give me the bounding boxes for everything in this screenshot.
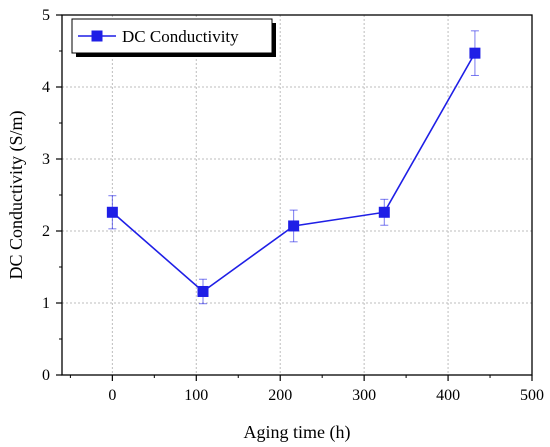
y-tick-label: 4 [42,79,50,96]
data-point [197,285,209,297]
y-tick-label: 3 [42,151,50,168]
series-group [106,30,481,305]
legend-marker [91,30,103,42]
x-tick-label: 200 [268,387,292,404]
x-tick-label: 100 [184,387,208,404]
grid [62,15,532,375]
ticks: 0 100 200 300 400 500 0 1 2 3 4 5 [42,7,544,404]
x-tick-label: 400 [436,387,460,404]
y-axis-title: DC Conductivity (S/m) [6,110,27,279]
x-axis-title: Aging time (h) [244,422,351,443]
y-tick-label: 0 [42,367,50,384]
x-tick-label: 0 [108,387,116,404]
y-tick-label: 1 [42,295,50,312]
data-point [378,206,390,218]
y-tick-label: 2 [42,223,50,240]
legend: DC Conductivity [71,18,276,57]
data-point [288,220,300,232]
x-tick-label: 500 [520,387,544,404]
plot-background [62,15,532,375]
data-point [106,206,118,218]
x-tick-label: 300 [352,387,376,404]
y-tick-label: 5 [42,7,50,24]
data-point [469,47,481,59]
legend-label: DC Conductivity [122,27,239,46]
